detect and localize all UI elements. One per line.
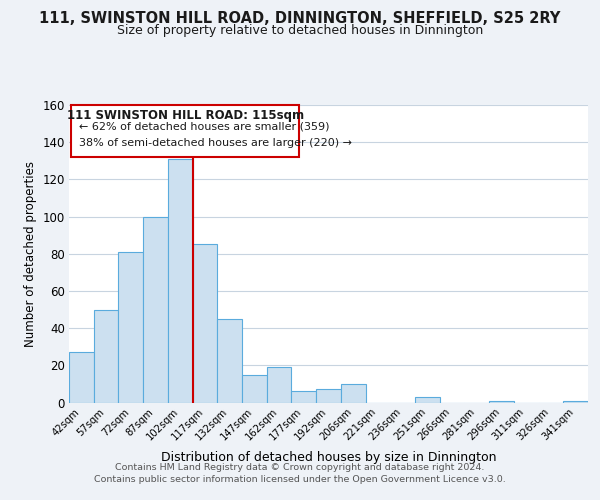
Y-axis label: Number of detached properties: Number of detached properties — [24, 161, 37, 347]
Bar — [415, 397, 440, 402]
Text: Contains public sector information licensed under the Open Government Licence v3: Contains public sector information licen… — [94, 475, 506, 484]
FancyBboxPatch shape — [71, 105, 299, 157]
Bar — [341, 384, 365, 402]
Text: Size of property relative to detached houses in Dinnington: Size of property relative to detached ho… — [117, 24, 483, 37]
Bar — [118, 252, 143, 402]
Bar — [563, 400, 588, 402]
Text: 111, SWINSTON HILL ROAD, DINNINGTON, SHEFFIELD, S25 2RY: 111, SWINSTON HILL ROAD, DINNINGTON, SHE… — [40, 11, 560, 26]
X-axis label: Distribution of detached houses by size in Dinnington: Distribution of detached houses by size … — [161, 450, 496, 464]
Text: Contains HM Land Registry data © Crown copyright and database right 2024.: Contains HM Land Registry data © Crown c… — [115, 462, 485, 471]
Bar — [489, 400, 514, 402]
Bar — [94, 310, 118, 402]
Text: 38% of semi-detached houses are larger (220) →: 38% of semi-detached houses are larger (… — [79, 138, 352, 148]
Text: 111 SWINSTON HILL ROAD: 115sqm: 111 SWINSTON HILL ROAD: 115sqm — [67, 108, 304, 122]
Bar — [217, 319, 242, 402]
Bar — [143, 216, 168, 402]
Bar — [168, 159, 193, 402]
Bar — [292, 392, 316, 402]
Bar — [267, 367, 292, 402]
Bar — [193, 244, 217, 402]
Bar — [316, 390, 341, 402]
Bar — [69, 352, 94, 403]
Text: ← 62% of detached houses are smaller (359): ← 62% of detached houses are smaller (35… — [79, 122, 329, 132]
Bar — [242, 374, 267, 402]
